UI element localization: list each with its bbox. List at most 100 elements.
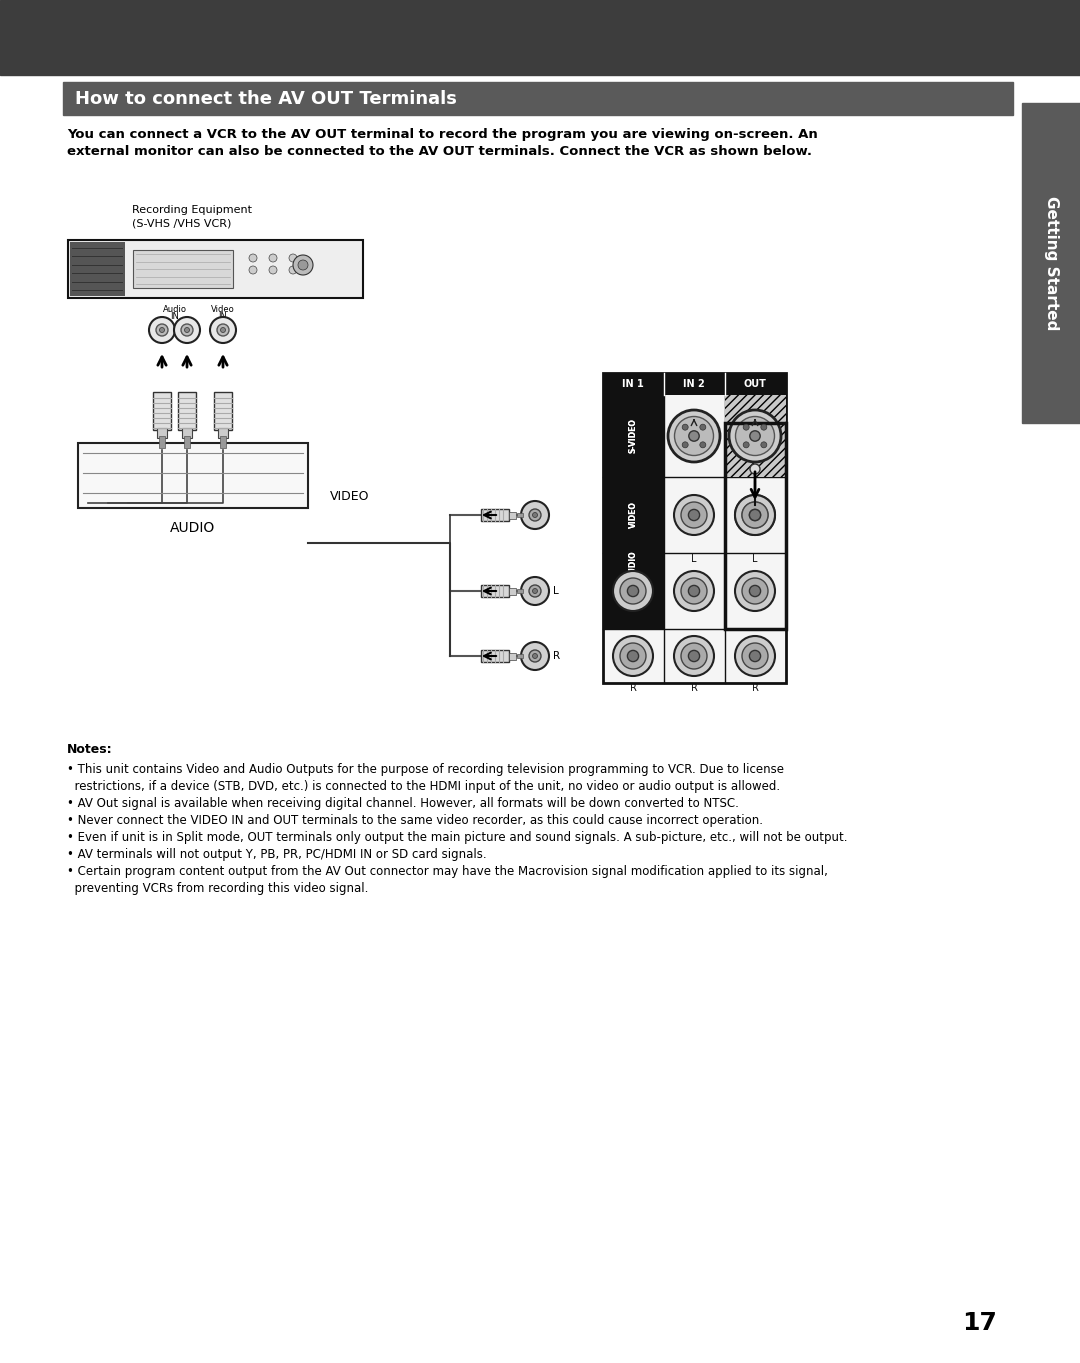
Text: Audio: Audio [163, 305, 187, 313]
Bar [178, 393, 195, 429]
Circle shape [217, 324, 229, 337]
Text: R: R [690, 683, 698, 692]
Circle shape [750, 585, 760, 597]
Bar [603, 499, 664, 628]
Text: Notes:: Notes: [67, 743, 112, 756]
Text: L: L [185, 318, 189, 327]
Circle shape [760, 442, 767, 448]
Bar [133, 249, 233, 288]
Bar [70, 243, 125, 296]
Circle shape [735, 571, 775, 611]
Circle shape [681, 643, 707, 669]
Bar [603, 477, 664, 553]
Text: external monitor can also be connected to the AV OUT terminals. Connect the VCR : external monitor can also be connected t… [67, 144, 812, 158]
Circle shape [156, 324, 168, 337]
Circle shape [688, 510, 700, 521]
Bar [157, 428, 167, 438]
Circle shape [620, 643, 646, 669]
Circle shape [735, 637, 775, 676]
Circle shape [613, 571, 653, 611]
Bar [603, 373, 786, 683]
Bar [603, 424, 664, 448]
Circle shape [669, 410, 720, 462]
Text: AUDIO: AUDIO [629, 551, 637, 578]
Text: Recording Equipment: Recording Equipment [132, 204, 252, 215]
Bar [481, 508, 509, 521]
Text: VIDEO: VIDEO [629, 502, 637, 529]
Circle shape [735, 417, 774, 455]
Bar [603, 503, 664, 527]
Text: R: R [752, 683, 758, 692]
Bar [0, 0, 1080, 75]
Text: R: R [630, 683, 636, 692]
Text: IN: IN [218, 312, 228, 322]
Bar [509, 587, 516, 594]
Bar [159, 436, 165, 448]
Circle shape [742, 502, 768, 527]
Circle shape [700, 442, 706, 448]
Circle shape [289, 266, 297, 274]
Bar [220, 436, 226, 448]
Text: • Even if unit is in Split mode, OUT terminals only output the main picture and : • Even if unit is in Split mode, OUT ter… [67, 831, 848, 844]
Circle shape [750, 431, 760, 442]
Circle shape [289, 254, 297, 262]
Circle shape [269, 254, 276, 262]
Bar [517, 512, 523, 517]
Bar [603, 373, 786, 395]
Bar [184, 436, 190, 448]
Circle shape [735, 495, 775, 536]
Circle shape [532, 512, 538, 518]
Bar [218, 428, 228, 438]
Text: preventing VCRs from recording this video signal.: preventing VCRs from recording this vide… [67, 882, 368, 895]
Bar [517, 654, 523, 658]
Text: How to connect the AV OUT Terminals: How to connect the AV OUT Terminals [75, 90, 457, 108]
Bar [183, 428, 192, 438]
Circle shape [149, 318, 175, 343]
Text: VIDEO: VIDEO [629, 502, 637, 529]
Circle shape [627, 650, 638, 661]
Bar [481, 585, 509, 597]
Bar [509, 511, 516, 518]
Circle shape [532, 653, 538, 658]
Bar [68, 240, 363, 298]
Circle shape [700, 424, 706, 431]
Circle shape [293, 255, 313, 275]
Circle shape [620, 578, 646, 604]
Text: S-VIDEO: S-VIDEO [629, 418, 637, 454]
Text: 17: 17 [962, 1311, 997, 1334]
Text: • This unit contains Video and Audio Outputs for the purpose of recording televi: • This unit contains Video and Audio Out… [67, 763, 784, 776]
Text: (S-VHS /VHS VCR): (S-VHS /VHS VCR) [132, 218, 231, 228]
Circle shape [521, 502, 549, 529]
Circle shape [750, 463, 760, 474]
Circle shape [681, 578, 707, 604]
Circle shape [681, 502, 707, 527]
Circle shape [627, 585, 638, 597]
Circle shape [674, 571, 714, 611]
Circle shape [181, 324, 193, 337]
Circle shape [674, 495, 714, 536]
Circle shape [683, 442, 688, 448]
Circle shape [760, 424, 767, 431]
Bar [481, 650, 509, 662]
Circle shape [742, 502, 768, 527]
Circle shape [688, 650, 700, 661]
Text: • Never connect the VIDEO IN and OUT terminals to the same video recorder, as th: • Never connect the VIDEO IN and OUT ter… [67, 814, 762, 827]
Text: • AV terminals will not output Y, PB, PR, PC/HDMI IN or SD card signals.: • AV terminals will not output Y, PB, PR… [67, 848, 487, 861]
Bar [603, 552, 664, 577]
Circle shape [674, 637, 714, 676]
Circle shape [750, 650, 760, 661]
Circle shape [688, 585, 700, 597]
Circle shape [269, 266, 276, 274]
Bar [214, 393, 232, 429]
Circle shape [750, 510, 760, 521]
Bar [1022, 104, 1080, 423]
Text: S-VIDEO: S-VIDEO [629, 418, 637, 454]
Circle shape [683, 424, 688, 431]
Text: R: R [553, 652, 561, 661]
Circle shape [185, 327, 189, 333]
Text: restrictions, if a device (STB, DVD, etc.) is connected to the HDMI input of the: restrictions, if a device (STB, DVD, etc… [67, 780, 780, 793]
Bar [725, 395, 786, 477]
Circle shape [529, 585, 541, 597]
Bar [78, 443, 308, 508]
Text: • Certain program content output from the AV Out connector may have the Macrovis: • Certain program content output from th… [67, 866, 828, 878]
